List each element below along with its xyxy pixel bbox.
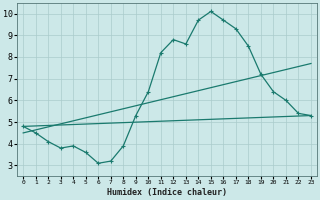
X-axis label: Humidex (Indice chaleur): Humidex (Indice chaleur)	[107, 188, 227, 197]
